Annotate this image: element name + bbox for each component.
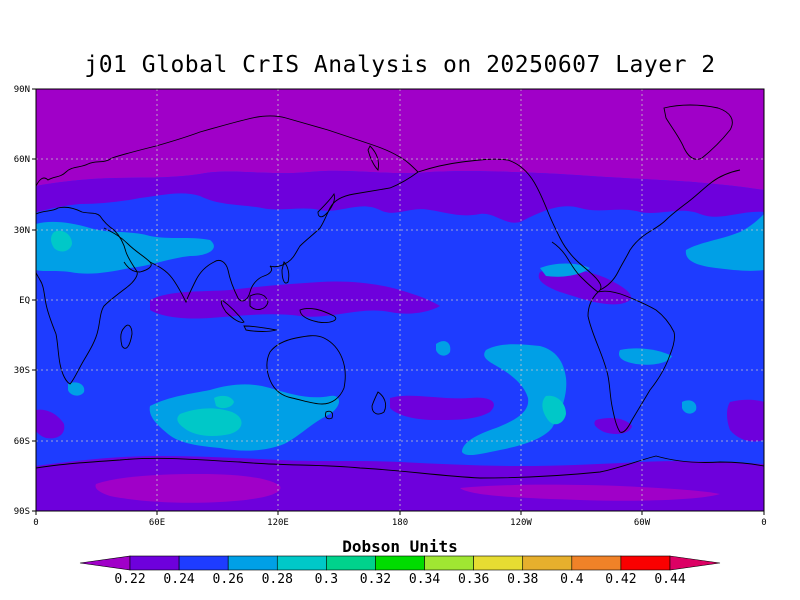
y-tick-label: 90S bbox=[14, 507, 30, 517]
coast-new-guinea bbox=[299, 307, 337, 323]
coast-asia-north bbox=[111, 115, 419, 173]
x-tick-labels: 0 60E 120E 180 120W 60W 0 bbox=[33, 518, 766, 528]
x-tick-label: 0 bbox=[761, 518, 766, 528]
coast-asia-east bbox=[269, 171, 419, 268]
colorbar-title: Dobson Units bbox=[342, 537, 458, 556]
tick-marks bbox=[32, 88, 765, 515]
coast-south-america bbox=[587, 290, 675, 433]
colorbar-swatch bbox=[276, 555, 327, 571]
field-south-atlantic bbox=[618, 348, 672, 365]
coast-india bbox=[149, 259, 273, 304]
colorbar-label: 0.3 bbox=[315, 572, 338, 587]
field-sp-small bbox=[436, 341, 451, 356]
colorbar-swatch bbox=[129, 555, 180, 571]
field-caribbean bbox=[685, 214, 764, 271]
x-tick-label: 180 bbox=[392, 518, 408, 528]
colorbar-swatch bbox=[424, 555, 474, 571]
coast-japan bbox=[317, 192, 335, 218]
y-tick-label: 60N bbox=[14, 155, 30, 165]
coast-new-zealand bbox=[371, 391, 387, 415]
colorbar-label: 0.42 bbox=[605, 572, 636, 587]
y-tick-labels: 90N 60N 30N EQ 30S 60S 90S bbox=[14, 85, 30, 517]
colorbar-swatch bbox=[473, 555, 524, 571]
field-south-pacific bbox=[462, 344, 567, 456]
colorbar-label: 0.28 bbox=[262, 572, 293, 587]
colorbar-swatch bbox=[375, 555, 425, 571]
coast-australia bbox=[266, 335, 346, 405]
y-tick-label: EQ bbox=[19, 296, 30, 306]
x-tick-label: 60W bbox=[634, 518, 651, 528]
coast-madagascar bbox=[120, 324, 133, 349]
coast-borneo bbox=[249, 293, 269, 310]
field-north-africa-core bbox=[51, 230, 72, 252]
colorbar-label: 0.22 bbox=[114, 572, 145, 587]
coast-europe-africa bbox=[36, 157, 138, 385]
field-south-indian-core bbox=[177, 408, 242, 436]
coast-philippines bbox=[281, 261, 290, 284]
field-sp-violet bbox=[390, 395, 494, 420]
x-tick-label: 120W bbox=[510, 518, 532, 528]
colorbar-label: 0.24 bbox=[163, 572, 194, 587]
field-se-violet bbox=[727, 399, 764, 442]
coast-na-east bbox=[599, 169, 741, 291]
field-south-polar-2 bbox=[460, 484, 720, 501]
colorbar-swatch bbox=[571, 555, 622, 571]
coast-greenland bbox=[663, 104, 733, 160]
y-tick-label: 90N bbox=[14, 85, 30, 95]
coastlines bbox=[36, 104, 764, 479]
grid-lines bbox=[36, 89, 764, 511]
field-sa-violet bbox=[594, 418, 632, 434]
colorbar-label: 0.38 bbox=[507, 572, 538, 587]
colorbar-label: 0.4 bbox=[560, 572, 584, 587]
coast-java bbox=[243, 325, 278, 332]
colorbar-label: 0.44 bbox=[654, 572, 685, 587]
colorbar-swatch bbox=[326, 555, 376, 571]
field-east-pacific-violet bbox=[538, 269, 631, 305]
coast-antarctica bbox=[36, 455, 764, 479]
colorbar-swatch bbox=[227, 555, 278, 571]
coast-tasmania bbox=[325, 410, 333, 420]
y-tick-label: 30N bbox=[14, 226, 30, 236]
colorbar-swatch bbox=[178, 555, 229, 571]
colorbar-label: 0.32 bbox=[360, 572, 391, 587]
field-south-indian-teal bbox=[214, 395, 234, 409]
colorbar-swatch bbox=[620, 555, 671, 571]
map-title: j01 Global CrIS Analysis on 20250607 Lay… bbox=[84, 52, 716, 78]
field-tropical-band bbox=[150, 281, 440, 319]
field-south-polar bbox=[95, 474, 281, 503]
x-tick-label: 0 bbox=[33, 518, 38, 528]
coast-sumatra bbox=[220, 299, 245, 323]
colorbar-label: 0.36 bbox=[458, 572, 489, 587]
colorbar: 0.22 0.24 0.26 0.28 0.3 0.32 0.34 0.36 0.38 0.4 0.… bbox=[79, 555, 721, 587]
field-sw-violet bbox=[36, 409, 65, 439]
colorbar-label: 0.26 bbox=[213, 572, 244, 587]
x-tick-label: 60E bbox=[149, 518, 165, 528]
colorbar-swatch bbox=[522, 555, 573, 571]
y-tick-label: 30S bbox=[14, 366, 30, 376]
field-north-band bbox=[36, 170, 764, 223]
field-south-pacific-core bbox=[542, 395, 566, 425]
colorbar-arrow-high bbox=[669, 555, 721, 571]
x-tick-label: 120E bbox=[267, 518, 289, 528]
field-indian-small bbox=[68, 382, 85, 396]
coast-north-america bbox=[417, 158, 602, 293]
colorbar-arrow-low bbox=[79, 555, 131, 571]
field-south-atlantic-2 bbox=[682, 400, 697, 414]
y-tick-label: 60S bbox=[14, 437, 30, 447]
colorbar-label: 0.34 bbox=[409, 572, 440, 587]
coast-kamchatka bbox=[367, 145, 379, 171]
